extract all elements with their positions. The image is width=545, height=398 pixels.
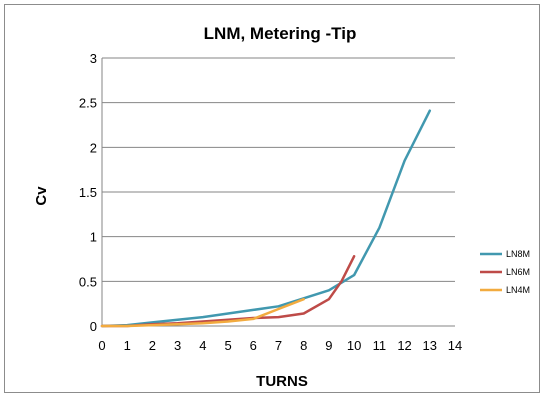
x-tick-label: 12 — [397, 338, 411, 353]
legend-label: LN8M — [506, 249, 530, 259]
x-tick-label: 9 — [325, 338, 332, 353]
x-tick-labels: 0 1 2 3 4 5 6 7 8 9 10 11 12 13 14 — [98, 338, 462, 353]
series-line-ln6m — [100, 255, 356, 328]
y-axis-title: Cv — [33, 186, 50, 206]
y-tick-label: 2 — [90, 140, 97, 155]
y-tick-labels: 0 0.5 1 1.5 2 2.5 3 — [79, 51, 97, 334]
x-tick-label: 0 — [98, 338, 105, 353]
x-tick-label: 13 — [423, 338, 437, 353]
series-lines — [100, 109, 432, 328]
x-tick-label: 14 — [448, 338, 462, 353]
series-line-ln4m — [100, 297, 305, 328]
legend: LN8M LN6M LN4M — [480, 249, 530, 295]
x-tick-label: 2 — [149, 338, 156, 353]
x-tick-label: 11 — [373, 338, 387, 353]
chart-title: LNM, Metering -Tip — [204, 24, 357, 43]
y-tick-label: 1.5 — [79, 185, 97, 200]
y-tick-label: 2.5 — [79, 96, 97, 111]
y-tick-label: 3 — [90, 51, 97, 66]
x-tick-label: 5 — [224, 338, 231, 353]
grid-lines — [102, 57, 455, 282]
x-tick-label: 10 — [347, 338, 361, 353]
x-axis-title: TURNS — [256, 373, 308, 390]
x-tick-label: 4 — [199, 338, 206, 353]
chart-frame — [4, 4, 540, 393]
y-tick-label: 1 — [90, 230, 97, 245]
x-tick-label: 7 — [275, 338, 282, 353]
x-tick-label: 8 — [300, 338, 307, 353]
x-tick-label: 6 — [250, 338, 257, 353]
series-line-ln8m — [100, 109, 432, 328]
x-tick-label: 1 — [124, 338, 131, 353]
y-tick-label: 0 — [90, 319, 97, 334]
legend-label: LN4M — [506, 285, 530, 295]
y-tick-label: 0.5 — [79, 274, 97, 289]
legend-label: LN6M — [506, 267, 530, 277]
x-tick-label: 3 — [174, 338, 181, 353]
